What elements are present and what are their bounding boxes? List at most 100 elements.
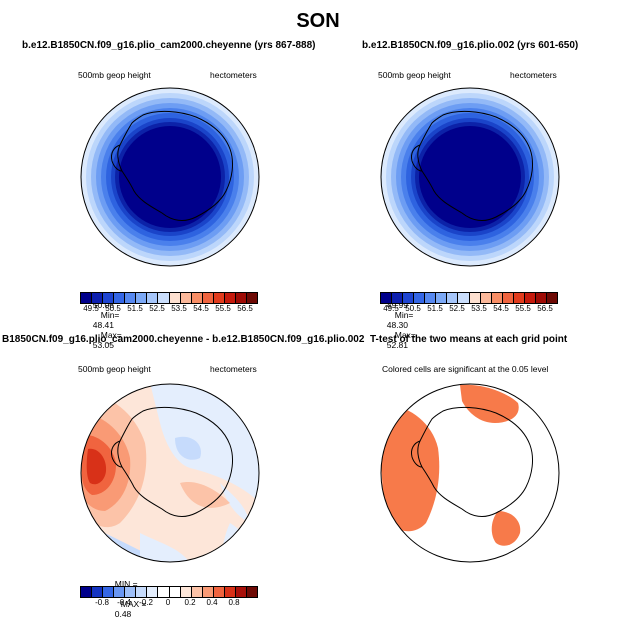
panel3-max-label: MAX = bbox=[120, 599, 147, 609]
panel2-mean-value: 49.99 bbox=[386, 300, 409, 310]
panel3-min-label: MIN = bbox=[114, 579, 138, 589]
colorbar-swatch bbox=[158, 293, 170, 303]
panel1-polar-map bbox=[80, 87, 260, 267]
colorbar-swatch bbox=[513, 293, 525, 303]
panel4-title: T-test of the two means at each grid poi… bbox=[370, 334, 568, 345]
panel2-colorbar-labels: 49.5 50.5 51.5 52.5 53.5 54.5 55.5 56.5 bbox=[380, 304, 556, 316]
panel2-max-value: 52.81 bbox=[386, 340, 409, 350]
panel4-significance-note: Colored cells are significant at the 0.0… bbox=[382, 364, 549, 374]
colorbar-swatch bbox=[136, 293, 148, 303]
panel1-colorbar bbox=[80, 292, 258, 304]
colorbar-swatch bbox=[224, 587, 236, 597]
panel3-units-label: hectometers bbox=[210, 364, 257, 374]
panel2-colorbar bbox=[380, 292, 558, 304]
colorbar-swatch bbox=[469, 293, 481, 303]
panel1-max-value: 53.05 bbox=[92, 340, 115, 350]
colorbar-tick-label: 52.5 bbox=[149, 304, 165, 313]
colorbar-swatch bbox=[535, 293, 547, 303]
panel2-antarctica-outline bbox=[417, 110, 534, 221]
panel1-title: b.e12.B1850CN.f09_g16.plio_cam2000.cheye… bbox=[22, 40, 316, 51]
colorbar-tick-label: 51.5 bbox=[127, 304, 143, 313]
colorbar-tick-label: 53.5 bbox=[171, 304, 187, 313]
colorbar-tick-label: 54.5 bbox=[193, 304, 209, 313]
panel1-min-label: Min= bbox=[100, 310, 120, 320]
colorbar-swatch bbox=[414, 293, 426, 303]
colorbar-swatch bbox=[392, 293, 404, 303]
colorbar-tick-label: 50.5 bbox=[105, 304, 121, 313]
colorbar-swatch bbox=[224, 293, 236, 303]
colorbar-swatch bbox=[235, 293, 247, 303]
panel1-min-value: 48.41 bbox=[92, 320, 115, 330]
panel3-colorbar-labels: -0.8 -0.4 -0.2 0 0.2 0.4 0.8 bbox=[80, 598, 256, 610]
colorbar-swatch bbox=[458, 293, 470, 303]
colorbar-tick-label: -0.8 bbox=[95, 598, 109, 607]
colorbar-swatch bbox=[92, 293, 104, 303]
colorbar-swatch bbox=[235, 587, 247, 597]
colorbar-swatch bbox=[136, 587, 148, 597]
colorbar-tick-label: -0.2 bbox=[139, 598, 153, 607]
colorbar-swatch bbox=[480, 293, 492, 303]
colorbar-swatch bbox=[436, 293, 448, 303]
panel1-max-label: Max= bbox=[100, 330, 122, 340]
colorbar-swatch bbox=[403, 293, 415, 303]
colorbar-swatch bbox=[524, 293, 536, 303]
colorbar-tick-label: 56.5 bbox=[537, 304, 553, 313]
colorbar-tick-label: 49.5 bbox=[383, 304, 399, 313]
panel1-mean-value: 50.06 bbox=[92, 300, 115, 310]
panel3-title: B1850CN.f09_g16.plio_cam2000.cheyenne - … bbox=[2, 334, 365, 345]
colorbar-tick-label: 51.5 bbox=[427, 304, 443, 313]
panel3-colorbar bbox=[80, 586, 258, 598]
panel2-polar-map bbox=[380, 87, 560, 267]
panel2-title: b.e12.B1850CN.f09_g16.plio.002 (yrs 601-… bbox=[362, 40, 579, 51]
colorbar-swatch bbox=[213, 293, 225, 303]
colorbar-tick-label: -0.4 bbox=[117, 598, 131, 607]
colorbar-swatch bbox=[213, 587, 225, 597]
colorbar-swatch bbox=[125, 587, 137, 597]
panel3-max-value: 0.48 bbox=[114, 609, 132, 619]
colorbar-swatch bbox=[158, 587, 170, 597]
colorbar-tick-label: 56.5 bbox=[237, 304, 253, 313]
panel3-antarctica-outline bbox=[117, 406, 234, 517]
colorbar-tick-label: 0.8 bbox=[228, 598, 240, 607]
colorbar-swatch bbox=[246, 587, 257, 597]
colorbar-tick-label: 55.5 bbox=[215, 304, 231, 313]
colorbar-swatch bbox=[191, 293, 203, 303]
colorbar-swatch bbox=[81, 293, 93, 303]
colorbar-swatch bbox=[246, 293, 257, 303]
colorbar-tick-label: 0 bbox=[165, 598, 171, 607]
colorbar-tick-label: 50.5 bbox=[405, 304, 421, 313]
colorbar-swatch bbox=[103, 293, 115, 303]
colorbar-swatch bbox=[381, 293, 393, 303]
colorbar-swatch bbox=[114, 293, 126, 303]
colorbar-tick-label: 53.5 bbox=[471, 304, 487, 313]
colorbar-tick-label: 49.5 bbox=[83, 304, 99, 313]
colorbar-tick-label: 55.5 bbox=[515, 304, 531, 313]
colorbar-swatch bbox=[147, 587, 159, 597]
colorbar-swatch bbox=[425, 293, 437, 303]
panel2-units-label: hectometers bbox=[510, 70, 557, 80]
panel2-max-label: Max= bbox=[394, 330, 416, 340]
colorbar-swatch bbox=[180, 293, 192, 303]
colorbar-tick-label: 0.2 bbox=[184, 598, 196, 607]
colorbar-swatch bbox=[92, 587, 104, 597]
colorbar-swatch bbox=[202, 293, 214, 303]
panel2-min-label: Min= bbox=[394, 310, 414, 320]
colorbar-tick-label: 52.5 bbox=[449, 304, 465, 313]
colorbar-swatch bbox=[169, 293, 181, 303]
colorbar-swatch bbox=[491, 293, 503, 303]
panel4-antarctica-outline bbox=[417, 406, 534, 517]
panel2-variable-label: 500mb geop height bbox=[378, 70, 451, 80]
colorbar-swatch bbox=[502, 293, 514, 303]
colorbar-swatch bbox=[202, 587, 214, 597]
panel1-variable-label: 500mb geop height bbox=[78, 70, 151, 80]
colorbar-swatch bbox=[191, 587, 203, 597]
colorbar-swatch bbox=[103, 587, 115, 597]
figure-title: SON bbox=[296, 10, 340, 32]
panel1-colorbar-labels: 49.5 50.5 51.5 52.5 53.5 54.5 55.5 56.5 bbox=[80, 304, 256, 316]
panel1-antarctica-outline bbox=[117, 110, 234, 221]
colorbar-swatch bbox=[114, 587, 126, 597]
panel2-min-value: 48.30 bbox=[386, 320, 409, 330]
panel3-difference-map bbox=[80, 383, 260, 563]
colorbar-tick-label: 0.4 bbox=[206, 598, 218, 607]
colorbar-swatch bbox=[180, 587, 192, 597]
